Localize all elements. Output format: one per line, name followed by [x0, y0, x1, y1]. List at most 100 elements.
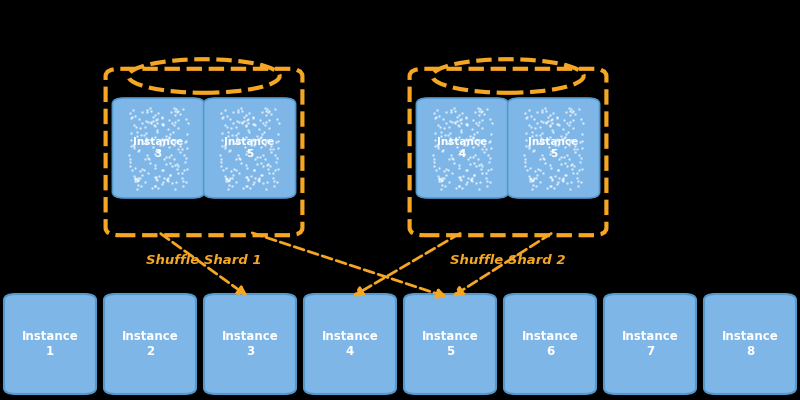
- Point: [214, 110, 227, 116]
- Point: [182, 120, 194, 126]
- Point: [262, 109, 274, 116]
- Point: [534, 132, 546, 138]
- Point: [520, 115, 533, 121]
- Point: [267, 170, 280, 176]
- Point: [225, 125, 238, 131]
- Point: [466, 135, 479, 142]
- Point: [471, 122, 484, 128]
- FancyBboxPatch shape: [112, 98, 205, 198]
- Point: [129, 178, 142, 184]
- Point: [237, 185, 250, 191]
- Point: [242, 176, 254, 183]
- FancyBboxPatch shape: [508, 98, 600, 198]
- Point: [444, 152, 457, 158]
- Point: [217, 113, 230, 120]
- Point: [258, 136, 271, 143]
- Point: [538, 156, 551, 162]
- Point: [131, 182, 144, 188]
- Point: [149, 182, 162, 189]
- Point: [178, 159, 191, 166]
- Point: [238, 114, 250, 120]
- Point: [166, 180, 178, 186]
- Point: [160, 136, 173, 142]
- Point: [537, 119, 550, 126]
- Point: [533, 139, 546, 146]
- Point: [482, 152, 494, 158]
- Point: [222, 128, 234, 135]
- Point: [523, 164, 536, 171]
- Point: [241, 117, 254, 123]
- Point: [572, 183, 585, 190]
- Point: [552, 121, 565, 128]
- Point: [254, 134, 267, 140]
- Point: [169, 139, 182, 145]
- Point: [534, 179, 547, 185]
- Point: [254, 117, 266, 124]
- Point: [467, 144, 480, 151]
- Point: [561, 163, 574, 169]
- Point: [227, 166, 240, 172]
- Point: [527, 148, 540, 154]
- Point: [172, 170, 185, 177]
- Point: [443, 140, 456, 146]
- Point: [529, 125, 542, 131]
- Point: [222, 178, 234, 184]
- Point: [551, 142, 564, 148]
- Point: [162, 135, 175, 142]
- Point: [134, 175, 146, 182]
- Point: [479, 146, 492, 152]
- Point: [562, 122, 575, 128]
- Point: [564, 139, 577, 145]
- Point: [230, 135, 243, 142]
- Point: [534, 140, 547, 146]
- Point: [440, 166, 453, 172]
- Point: [149, 165, 162, 171]
- Point: [559, 160, 572, 167]
- Point: [566, 125, 579, 132]
- Point: [527, 147, 540, 153]
- Point: [564, 179, 577, 185]
- Point: [543, 112, 556, 118]
- Point: [560, 120, 573, 126]
- Point: [448, 120, 461, 126]
- Point: [160, 154, 173, 160]
- Point: [432, 122, 445, 128]
- Point: [454, 174, 466, 180]
- Point: [468, 131, 481, 138]
- Point: [518, 162, 531, 169]
- Point: [430, 113, 442, 120]
- Point: [484, 138, 497, 144]
- Point: [527, 177, 540, 184]
- Point: [535, 152, 548, 158]
- Point: [434, 178, 447, 184]
- Point: [128, 122, 141, 128]
- Point: [459, 114, 472, 121]
- Point: [562, 136, 575, 143]
- Point: [534, 135, 547, 142]
- Point: [473, 162, 486, 168]
- Point: [270, 155, 283, 161]
- Point: [529, 175, 542, 182]
- Point: [127, 173, 140, 179]
- Point: [553, 156, 566, 162]
- Point: [575, 115, 588, 122]
- Point: [150, 117, 162, 123]
- Point: [454, 176, 467, 182]
- Point: [530, 132, 543, 138]
- Point: [246, 181, 259, 188]
- Point: [165, 152, 178, 158]
- Point: [260, 112, 273, 118]
- Point: [126, 113, 138, 120]
- Point: [252, 176, 265, 183]
- Point: [163, 134, 176, 140]
- Point: [555, 154, 568, 160]
- Point: [542, 118, 554, 124]
- Point: [524, 175, 537, 182]
- Point: [232, 137, 245, 144]
- Point: [263, 163, 276, 169]
- Text: Instance
3: Instance 3: [134, 137, 183, 159]
- Point: [175, 146, 188, 152]
- Text: Instance
8: Instance 8: [722, 330, 778, 358]
- Point: [219, 143, 232, 149]
- Point: [167, 104, 180, 111]
